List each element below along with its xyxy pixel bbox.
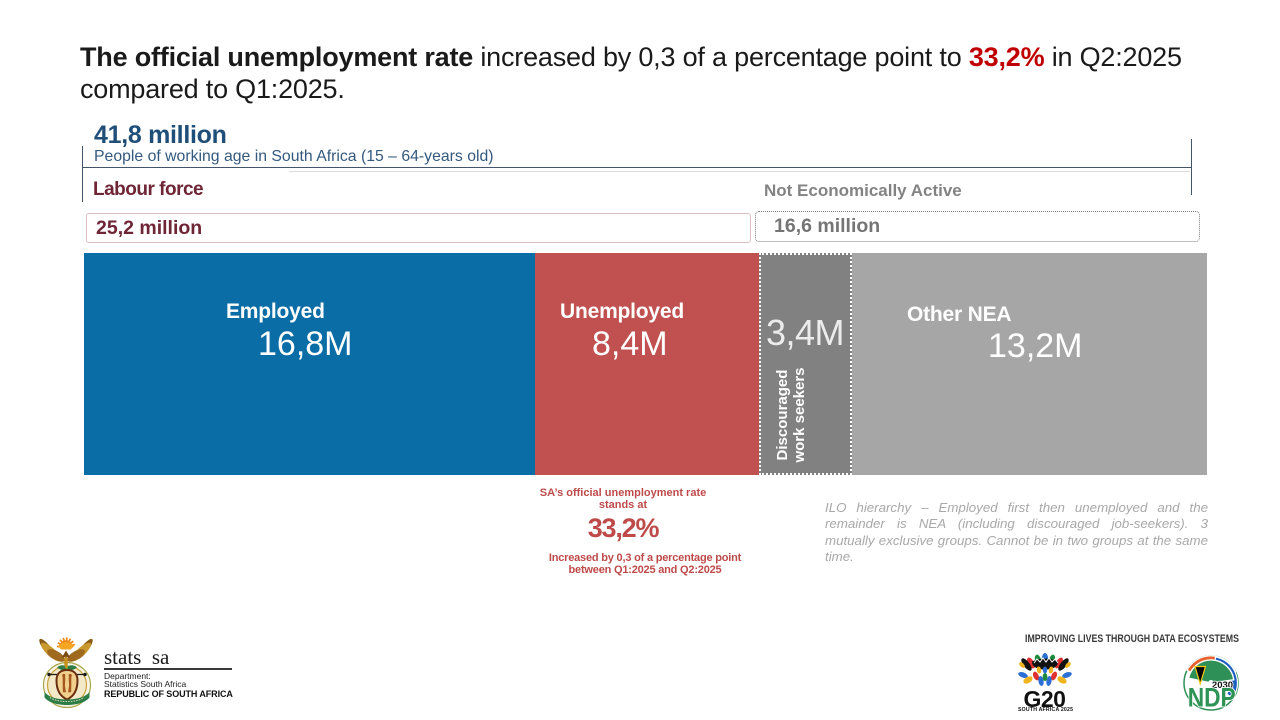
svg-text:2030: 2030 <box>1212 680 1233 691</box>
svg-text:NDP: NDP <box>1188 683 1236 713</box>
